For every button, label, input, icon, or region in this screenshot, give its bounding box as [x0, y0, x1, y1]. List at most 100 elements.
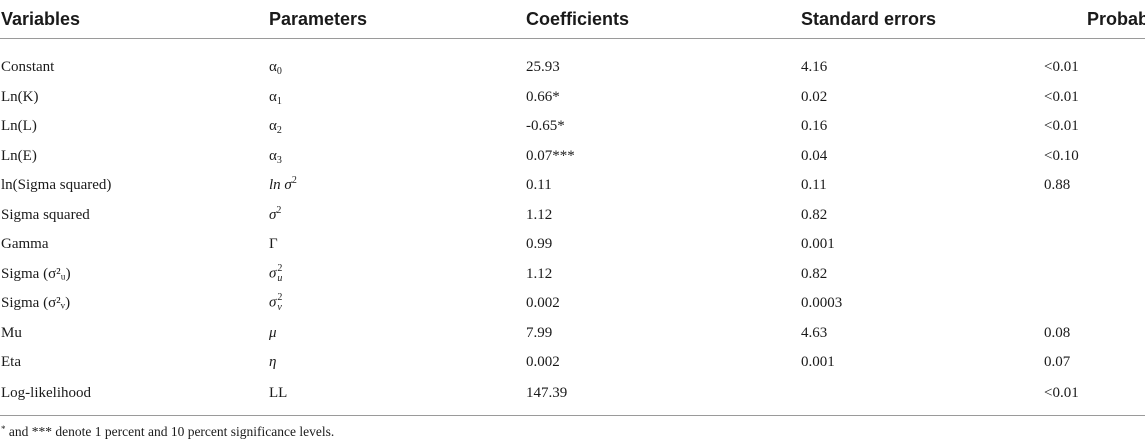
- parameter-symbol: μ: [269, 324, 277, 341]
- parameter-symbol: σ: [269, 294, 277, 311]
- parameter-subscript: u: [277, 272, 283, 284]
- parameter-symbol: σ: [269, 265, 277, 282]
- header-standard-errors: Standard errors: [800, 0, 1086, 39]
- header-coefficients: Coefficients: [525, 0, 800, 39]
- cell-coefficient: -0.65*: [526, 118, 565, 135]
- cell-variable: Ln(L): [1, 118, 37, 135]
- cell-probability: <0.01: [1044, 82, 1145, 112]
- parameter-subscript: v: [277, 302, 282, 314]
- cell-coefficient: 0.99: [526, 236, 553, 253]
- parameter-symbol: Γ: [269, 236, 278, 253]
- cell-probability: [1086, 200, 1145, 230]
- cell-standard-error: 4.16: [801, 58, 828, 75]
- cell-standard-error: 0.82: [801, 265, 828, 282]
- table-row: Constant α0 25.93 4.16 <0.01: [0, 39, 1145, 83]
- probability-value: 0.88: [1044, 177, 1071, 194]
- parameter-symbol: α: [269, 58, 277, 75]
- cell-variable: Log-likelihood: [0, 377, 268, 416]
- cell-probability: <0.10: [1044, 141, 1145, 171]
- probability-value: <0.01: [1044, 385, 1079, 401]
- table-header-row: Variables Parameters Coefficients Standa…: [0, 0, 1145, 39]
- cell-parameter: ln σ2: [268, 171, 525, 201]
- cell-standard-error: [800, 377, 1086, 416]
- cell-parameter: α3: [268, 141, 525, 171]
- table-row: Eta η 0.002 0.001 0.07: [0, 348, 1145, 378]
- cell-parameter: μ: [268, 318, 525, 348]
- parameter-symbol: α: [269, 88, 277, 105]
- cell-coefficient: 0.66*: [526, 88, 560, 105]
- cell-parameter: α1: [268, 82, 525, 112]
- probability-value: 0.07: [1044, 354, 1071, 371]
- probability-value: 0.08: [1044, 324, 1071, 341]
- cell-standard-error: 0.001: [801, 354, 835, 371]
- parameter-superscript: 2: [276, 204, 282, 216]
- cell-coefficient: 1.12: [526, 206, 553, 223]
- table-row: Ln(K) α1 0.66* 0.02 <0.01: [0, 82, 1145, 112]
- cell-probability: [1086, 289, 1145, 319]
- probability-value: <0.01: [1044, 88, 1079, 105]
- header-probability: Probability: [1086, 0, 1145, 39]
- cell-variable: Gamma: [1, 236, 49, 253]
- cell-standard-error: 0.0003: [801, 295, 843, 312]
- cell-probability: 0.07: [1044, 348, 1145, 378]
- cell-standard-error: 0.04: [801, 147, 828, 164]
- probability-value: <0.01: [1044, 58, 1079, 75]
- cell-variable: Sigma squared: [1, 206, 90, 223]
- cell-probability: 0.08: [1044, 318, 1145, 348]
- cell-variable: Ln(K): [1, 88, 39, 105]
- cell-variable: Constant: [1, 58, 55, 75]
- cell-standard-error: 0.02: [801, 88, 828, 105]
- cell-coefficient: 7.99: [526, 324, 553, 341]
- parameter-symbol: ln σ: [269, 177, 292, 194]
- cell-coefficient: 0.002: [526, 295, 560, 312]
- cell-parameter: α0: [268, 39, 525, 83]
- table-footnote: * and *** denote 1 percent and 10 percen…: [1, 424, 334, 440]
- cell-standard-error: 0.82: [801, 206, 828, 223]
- parameter-subscript: 1: [276, 95, 282, 107]
- parameter-symbol: σ: [269, 206, 277, 223]
- cell-probability: 0.88: [1044, 171, 1145, 201]
- cell-standard-error: 0.11: [801, 177, 827, 194]
- table-body: Constant α0 25.93 4.16 <0.01 Ln(K) α1 0.66* 0.02…: [0, 39, 1145, 416]
- cell-standard-error: 0.001: [801, 236, 835, 253]
- table-row: Log-likelihood LL 147.39 <0.01: [0, 377, 1145, 416]
- header-parameters: Parameters: [268, 0, 525, 39]
- cell-coefficient: 25.93: [526, 58, 560, 75]
- cell-parameter: Γ: [268, 230, 525, 260]
- cell-parameter: LL: [268, 377, 525, 416]
- cell-probability: <0.01: [1044, 112, 1145, 142]
- parameter-superscript: 2: [277, 262, 283, 274]
- cell-coefficient: 0.002: [526, 354, 560, 371]
- cell-variable: Sigma (σ²ᵥ): [1, 295, 71, 312]
- parameter-superscript: 2: [291, 175, 297, 187]
- cell-probability: <0.01: [1044, 39, 1145, 83]
- cell-variable: Sigma (σ²ᵤ): [1, 265, 71, 282]
- footnote-text: and *** denote 1 percent and 10 percent …: [5, 424, 335, 439]
- probability-value: <0.01: [1044, 118, 1079, 135]
- table-row: Sigma (σ²ᵤ) σ 2 u 1.12 0.82: [0, 259, 1145, 289]
- parameter-subscript: 3: [276, 154, 282, 166]
- cell-probability: [1086, 230, 1145, 260]
- cell-standard-error: 0.16: [801, 118, 828, 135]
- parameter-symbol: LL: [269, 385, 288, 401]
- cell-probability: <0.01: [1044, 377, 1145, 416]
- cell-variable: ln(Sigma squared): [1, 177, 112, 194]
- table-row: Gamma Γ 0.99 0.001: [0, 230, 1145, 260]
- cell-standard-error: 4.63: [801, 324, 828, 341]
- cell-variable: Mu: [1, 324, 22, 341]
- cell-coefficient: 1.12: [526, 265, 553, 282]
- parameter-symbol: α: [269, 147, 277, 164]
- cell-coefficient: 0.07***: [526, 147, 575, 164]
- cell-variable: Ln(E): [1, 147, 37, 164]
- cell-parameter: σ2: [268, 200, 525, 230]
- footnote-marker: *: [1, 424, 6, 434]
- cell-coefficient: 147.39: [525, 377, 800, 416]
- parameter-symbol: η: [269, 354, 277, 371]
- regression-table-container: Variables Parameters Coefficients Standa…: [0, 0, 1145, 416]
- table-row: Ln(L) α2 -0.65* 0.16 <0.01: [0, 112, 1145, 142]
- header-variables: Variables: [0, 0, 268, 39]
- parameter-subscript: 0: [276, 65, 282, 77]
- regression-results-table: Variables Parameters Coefficients Standa…: [0, 0, 1145, 416]
